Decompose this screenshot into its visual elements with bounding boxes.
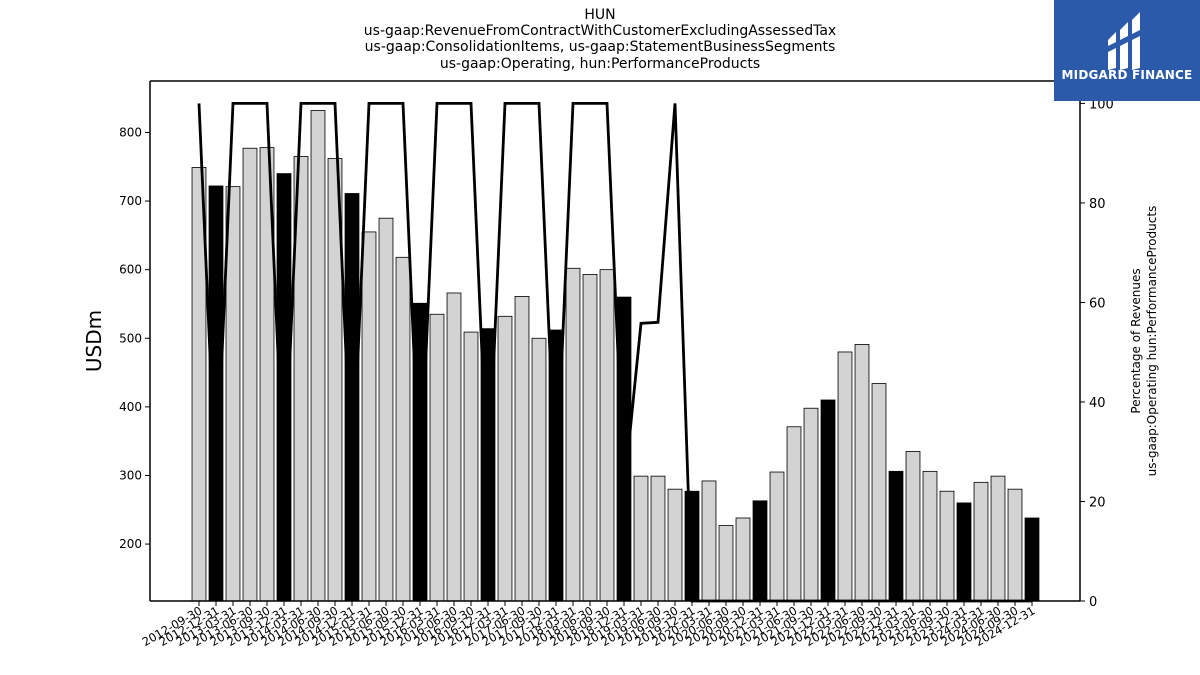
bar: [922, 470, 938, 602]
bar: [599, 269, 615, 602]
bar: [820, 399, 836, 602]
chart-title-line-1: HUN: [584, 7, 616, 23]
bar: [1007, 488, 1023, 602]
bar: [310, 110, 326, 602]
bar: [531, 337, 547, 602]
y-tick-label: 200: [119, 537, 142, 551]
bar: [361, 231, 377, 602]
y-tick-label: 600: [119, 263, 142, 277]
y2-tick-label: 40: [1089, 396, 1106, 411]
bar: [412, 302, 428, 602]
bar: [667, 488, 683, 602]
y2-tick-label: 80: [1089, 197, 1106, 212]
y-tick-label: 400: [119, 400, 142, 414]
bar: [786, 426, 802, 602]
bar: [395, 256, 411, 602]
bar: [497, 315, 513, 602]
bar: [633, 475, 649, 602]
bar: [650, 475, 666, 602]
y-axis-label: USDm: [82, 310, 106, 372]
bar: [242, 147, 258, 602]
y-tick-label: 300: [119, 468, 142, 482]
bar: [718, 525, 734, 602]
bar: [803, 407, 819, 602]
chart-title-line-3: us-gaap:ConsolidationItems, us-gaap:Stat…: [364, 39, 836, 55]
bar: [973, 481, 989, 602]
bar: [463, 331, 479, 602]
y-tick-label: 500: [119, 331, 142, 345]
bar: [854, 344, 870, 602]
y2-tick-label: 60: [1089, 296, 1106, 311]
bar: [1024, 517, 1040, 602]
chart-title-line-2: us-gaap:RevenueFromContractWithCustomerE…: [363, 23, 837, 39]
bar: [378, 217, 394, 602]
bar: [769, 471, 785, 602]
logo-text: MIDGARD FINANCE: [1061, 68, 1193, 82]
bar: [429, 313, 445, 602]
y2-axis-label-line-2: us-gaap:Operating hun:PerformanceProduct…: [1145, 206, 1159, 477]
bar: [446, 292, 462, 602]
bar: [990, 475, 1006, 602]
y2-tick-label: 20: [1089, 495, 1106, 510]
y-tick-label: 800: [119, 125, 142, 139]
y2-tick-label: 0: [1089, 595, 1097, 610]
bar: [565, 267, 581, 602]
bar: [871, 383, 887, 602]
bar: [888, 470, 904, 602]
bar: [225, 186, 241, 602]
bar: [701, 480, 717, 602]
bar: [735, 517, 751, 602]
y2-tick-label: 100: [1089, 97, 1114, 112]
bar: [752, 500, 768, 602]
midgard-finance-logo: MIDGARD FINANCE: [1054, 0, 1200, 101]
bar: [837, 351, 853, 602]
bar: [905, 451, 921, 602]
bar: [939, 490, 955, 602]
bar: [514, 296, 530, 602]
chart-title-line-4: us-gaap:Operating, hun:PerformanceProduc…: [439, 56, 761, 72]
y-tick-label: 700: [119, 194, 142, 208]
bar: [956, 502, 972, 602]
y2-axis-label-line-1: Percentage of Revenues: [1129, 268, 1143, 413]
bar: [582, 274, 598, 602]
logo-mark-icon: [1108, 12, 1140, 70]
